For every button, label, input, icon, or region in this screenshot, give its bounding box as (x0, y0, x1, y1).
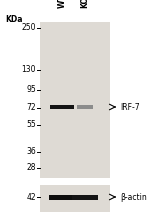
Text: 42: 42 (26, 193, 36, 201)
Text: 250: 250 (21, 23, 36, 32)
Text: 72: 72 (26, 103, 36, 112)
Text: WT: WT (57, 0, 66, 8)
Text: KDa: KDa (5, 15, 22, 24)
Text: 55: 55 (26, 120, 36, 129)
Bar (40, 22, 110, 178)
Text: KO: KO (81, 0, 90, 8)
Text: 130: 130 (21, 65, 36, 74)
Text: IRF-7: IRF-7 (120, 102, 140, 111)
Bar (72, 194, 98, 200)
Bar (50, 105, 74, 109)
Bar (49, 194, 75, 200)
Bar (40, 185, 110, 212)
Text: β-actin: β-actin (120, 193, 147, 201)
Text: 28: 28 (27, 164, 36, 173)
Bar (77, 105, 93, 109)
Text: 95: 95 (26, 85, 36, 94)
Text: 36: 36 (26, 147, 36, 156)
